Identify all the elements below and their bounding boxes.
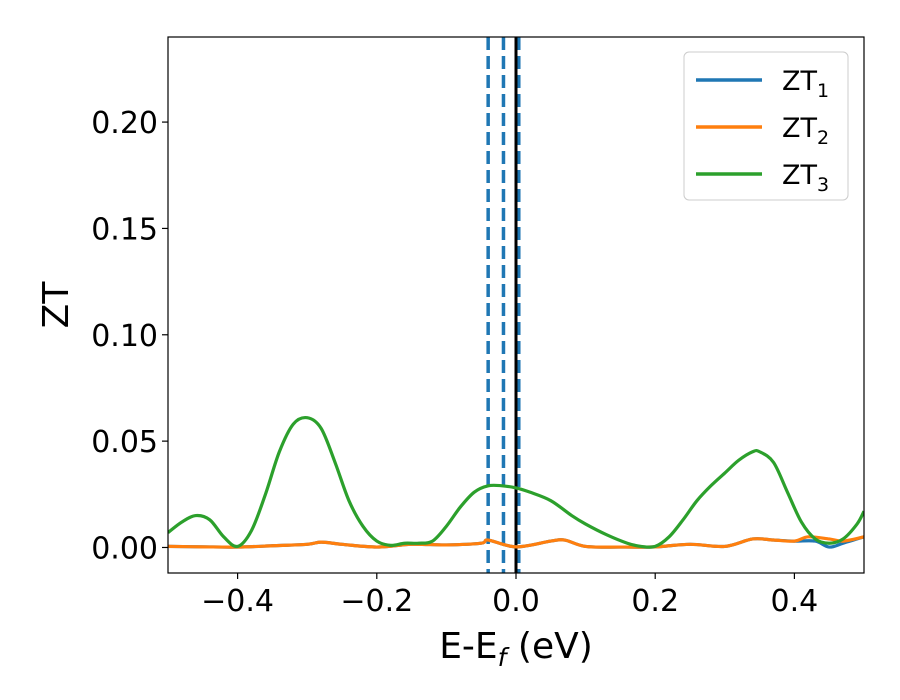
x-tick-label: 0.2 (631, 584, 679, 619)
y-tick-label: 0.20 (91, 106, 158, 141)
series-lines (168, 415, 864, 549)
x-axis-label-main: E-E (439, 626, 497, 667)
legend-label-zt1: ZT1 (782, 66, 829, 102)
legend: ZT1 ZT2 ZT3 (683, 51, 849, 201)
reference-lines (486, 37, 521, 573)
x-tick-label: 0.4 (771, 584, 819, 619)
y-axis-ticks: 0.00 0.05 0.10 0.15 0.20 (91, 106, 168, 566)
x-tick-label: −0.4 (201, 584, 274, 619)
y-tick-label: 0.05 (91, 425, 158, 460)
y-tick-label: 0.00 (91, 531, 158, 566)
legend-label-zt3: ZT3 (782, 160, 829, 196)
x-axis-label: E-Ef (eV) (439, 626, 593, 672)
x-tick-label: −0.2 (340, 584, 413, 619)
x-tick-label: 0.0 (492, 584, 540, 619)
x-axis-label-unit: (eV) (506, 626, 592, 667)
legend-box (683, 51, 849, 201)
legend-label-zt2: ZT2 (782, 113, 829, 149)
series-line-zt2 (168, 535, 864, 549)
y-tick-label: 0.15 (91, 212, 158, 247)
y-axis-label: ZT (36, 281, 77, 329)
x-axis-ticks: −0.4 −0.2 0.0 0.2 0.4 (201, 573, 818, 619)
series-line-zt3 (168, 415, 864, 549)
y-tick-label: 0.10 (91, 319, 158, 354)
